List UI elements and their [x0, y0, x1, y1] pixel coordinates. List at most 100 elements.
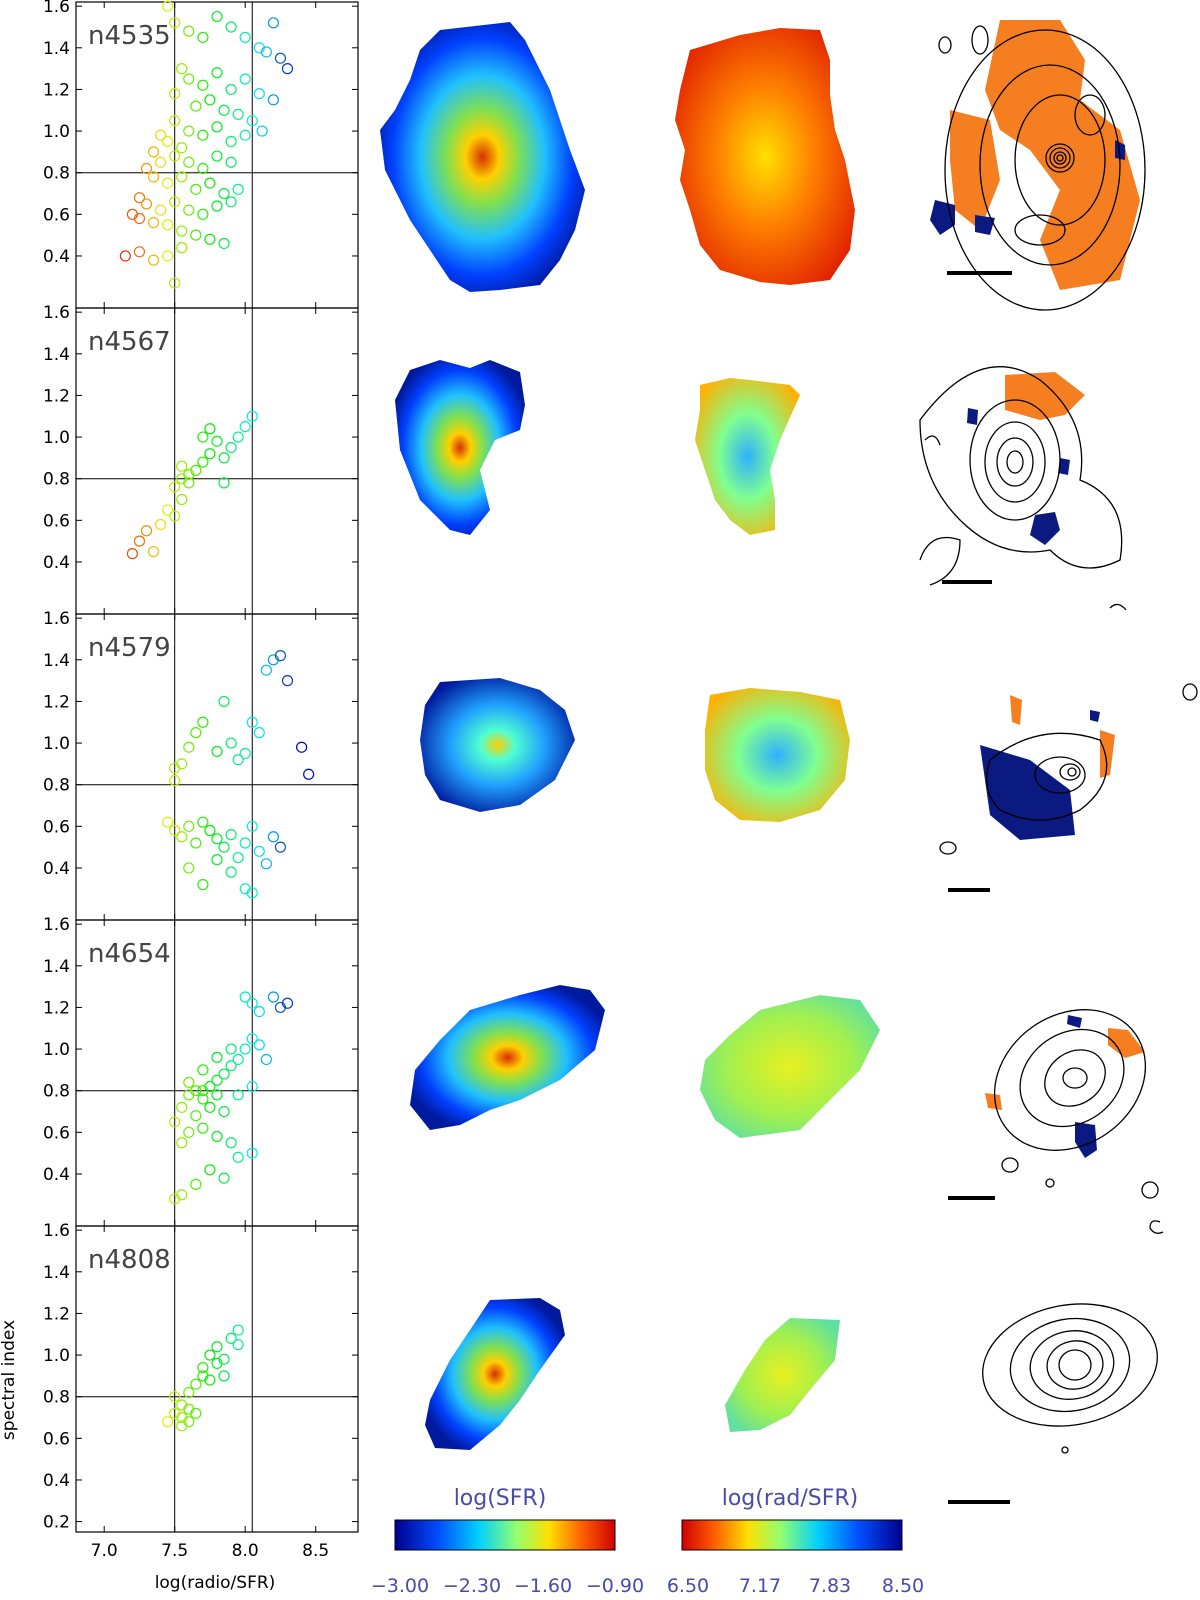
x-tick-label: 7.5: [161, 1541, 188, 1561]
data-point: [197, 716, 209, 728]
sfr-map-n4654: [410, 985, 605, 1130]
data-point: [267, 991, 279, 1003]
data-point: [232, 183, 244, 195]
data-point: [225, 737, 237, 749]
data-point: [232, 1053, 244, 1066]
y-tick-label: 1.0: [43, 122, 70, 142]
data-point: [281, 997, 294, 1009]
data-point: [260, 1053, 272, 1066]
data-point: [197, 1064, 209, 1076]
data-point: [246, 1033, 258, 1045]
data-point: [260, 664, 272, 676]
data-point: [296, 741, 308, 753]
y-tick-label: 1.6: [43, 303, 70, 323]
data-point: [169, 1116, 181, 1128]
y-tick-label: 0.2: [43, 1513, 70, 1533]
y-tick-label: 0.4: [43, 1471, 70, 1491]
data-point: [183, 25, 195, 37]
data-point: [239, 1043, 251, 1055]
data-point: [190, 1178, 202, 1190]
colorbar-rad-sfr: log(rad/SFR) 6.50 7.17 7.83 8.50: [667, 1486, 924, 1597]
y-tick-label: 1.2: [43, 1304, 70, 1324]
data-point: [197, 162, 209, 175]
data-point: [197, 1361, 209, 1374]
y-tick-label: 1.2: [43, 80, 70, 100]
y-tick-label: 0.8: [43, 470, 70, 490]
data-point: [197, 79, 209, 91]
data-point: [303, 768, 315, 780]
data-point: [176, 1101, 188, 1113]
y-tick-label: 1.6: [43, 1221, 70, 1241]
data-point: [183, 204, 195, 216]
sfr-maps: [380, 22, 605, 1450]
data-point: [211, 745, 223, 757]
data-point: [162, 135, 174, 148]
data-point: [225, 135, 237, 148]
panel-name: n4579: [88, 633, 171, 663]
sfr-map-n4808: [425, 1298, 565, 1450]
data-point: [155, 204, 167, 216]
data-point: [211, 200, 223, 212]
data-point: [176, 493, 188, 506]
data-point: [204, 423, 216, 435]
data-point: [225, 866, 237, 878]
data-point: [211, 67, 223, 79]
data-point: [183, 468, 195, 481]
y-tick-label: 0.6: [43, 205, 70, 225]
colorbar-sfr-tick: −0.90: [586, 1575, 644, 1597]
data-point: [169, 87, 181, 100]
data-point: [239, 837, 251, 849]
y-tick-label: 0.4: [43, 553, 70, 573]
data-point: [246, 820, 258, 832]
data-point: [162, 177, 174, 189]
data-point: [204, 94, 216, 106]
data-point: [140, 198, 153, 210]
data-point: [197, 31, 209, 43]
data-point: [140, 162, 153, 175]
data-point: [256, 125, 268, 137]
data-point: [232, 108, 244, 121]
data-point: [162, 504, 174, 516]
data-point: [190, 727, 202, 739]
data-point: [239, 421, 251, 433]
data-point: [232, 431, 244, 443]
scatter-panel-n4567: 0.4 0.6 0.8 1.0 1.2 1.4 1.6 n4567: [43, 303, 359, 615]
data-point: [281, 675, 294, 687]
colorbar-rad-sfr-tick: 7.83: [809, 1575, 851, 1597]
data-point: [169, 1391, 181, 1403]
data-point: [197, 456, 209, 468]
data-point: [274, 841, 287, 853]
data-point: [176, 1189, 188, 1201]
scatter-panel-n4535: 0.4 0.6 0.8 1.0 1.2 1.4 1.6 n4535: [43, 0, 359, 309]
data-point: [190, 229, 202, 241]
data-point: [225, 21, 237, 33]
data-point: [169, 774, 181, 787]
data-point: [176, 242, 188, 254]
scatter-panel-n4579: 0.4 0.6 0.8 1.0 1.2 1.4 1.6 n4579: [43, 609, 359, 921]
y-tick-label: 0.6: [43, 1123, 70, 1143]
data-point: [211, 435, 223, 447]
data-point: [232, 1324, 244, 1336]
colorbar-rad-sfr-tick: 8.50: [882, 1575, 924, 1597]
data-point: [253, 845, 265, 857]
y-tick-label: 0.6: [43, 511, 70, 531]
data-point: [190, 1110, 202, 1122]
data-point: [225, 1043, 237, 1055]
data-point: [232, 1339, 244, 1351]
data-point: [190, 837, 202, 849]
data-point: [232, 1089, 244, 1101]
data-point: [225, 156, 237, 168]
rad-sfr-map-n4654: [700, 995, 880, 1138]
y-tick-label: 0.4: [43, 1165, 70, 1185]
data-point: [183, 125, 195, 137]
y-tick-label: 1.2: [43, 386, 70, 406]
scatter-panels: 0.4 0.6 0.8 1.0 1.2 1.4 1.6 n4535 0.4 0.6 0.8 1.0 1.…: [43, 0, 359, 1561]
data-point: [147, 171, 160, 183]
data-point: [176, 758, 188, 770]
data-point: [225, 829, 237, 841]
data-point: [176, 1420, 188, 1432]
data-point: [133, 192, 146, 204]
data-point: [169, 277, 181, 289]
data-point: [197, 1122, 209, 1134]
data-point: [197, 431, 209, 443]
